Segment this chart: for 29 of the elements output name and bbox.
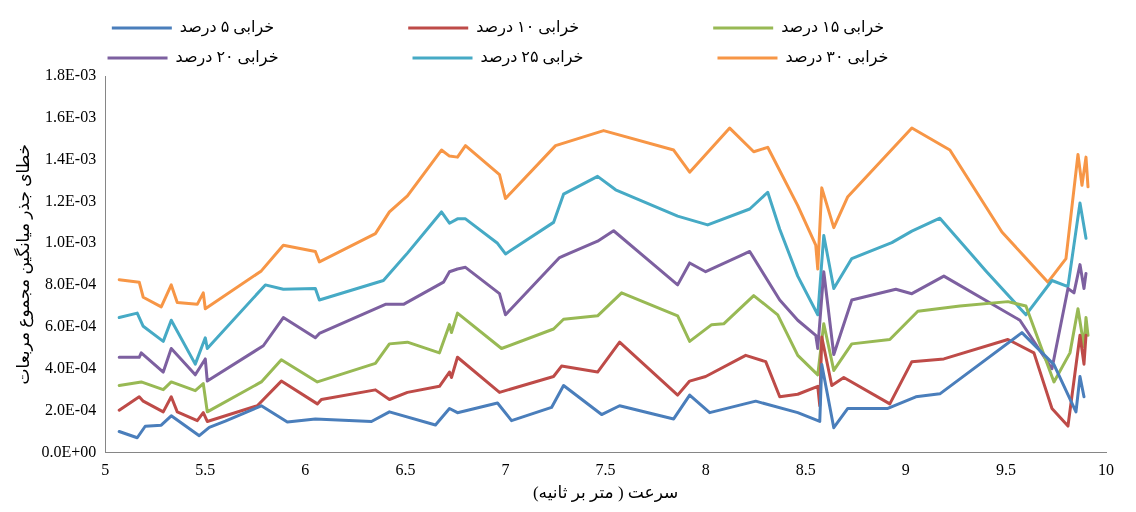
x-tick-label: 8.5 <box>795 461 816 479</box>
y-tick-label: 2.0E-04 <box>45 400 97 418</box>
x-tick-label: 6 <box>301 461 310 479</box>
x-tick-label: 7 <box>501 461 510 479</box>
x-axis-title: سرعت ( متر بر ثانیه) <box>532 483 679 503</box>
legend-label: خرابی ۵ درصد <box>179 18 395 38</box>
legend-label: خرابی ۲۵ درصد <box>480 48 704 68</box>
x-tick-label: 5.5 <box>195 461 216 479</box>
legend-label: خرابی ۱۰ درصد <box>476 18 700 38</box>
y-tick-label: 4.0E-04 <box>45 358 97 376</box>
y-axis-title: خطای جذر میانگین مجموع مربعات <box>12 143 34 385</box>
x-tick-label: 7.5 <box>595 461 616 479</box>
legend-label: خرابی ۲۰ درصد <box>175 48 399 68</box>
x-tick-label: 9.5 <box>995 461 1016 479</box>
y-tick-label: 1.6E-03 <box>45 108 97 126</box>
y-tick-label: 6.0E-04 <box>45 317 97 335</box>
y-tick-label: 8.0E-04 <box>45 275 97 293</box>
y-tick-label: 1.2E-03 <box>45 191 97 209</box>
x-tick-label: 6.5 <box>395 461 416 479</box>
x-tick-label: 5 <box>101 461 110 479</box>
y-tick-label: 1.0E-03 <box>45 233 97 251</box>
y-tick-label: 1.8E-03 <box>45 66 97 84</box>
y-tick-label: 1.4E-03 <box>45 149 97 167</box>
legend-label: خرابی ۳۰ درصد <box>785 48 1009 68</box>
x-tick-label: 10 <box>1098 461 1114 479</box>
x-tick-label: 8 <box>701 461 710 479</box>
y-tick-label: 0.0E+00 <box>41 442 97 460</box>
legend-label: خرابی ۱۵ درصد <box>781 18 1005 38</box>
x-tick-label: 9 <box>901 461 910 479</box>
